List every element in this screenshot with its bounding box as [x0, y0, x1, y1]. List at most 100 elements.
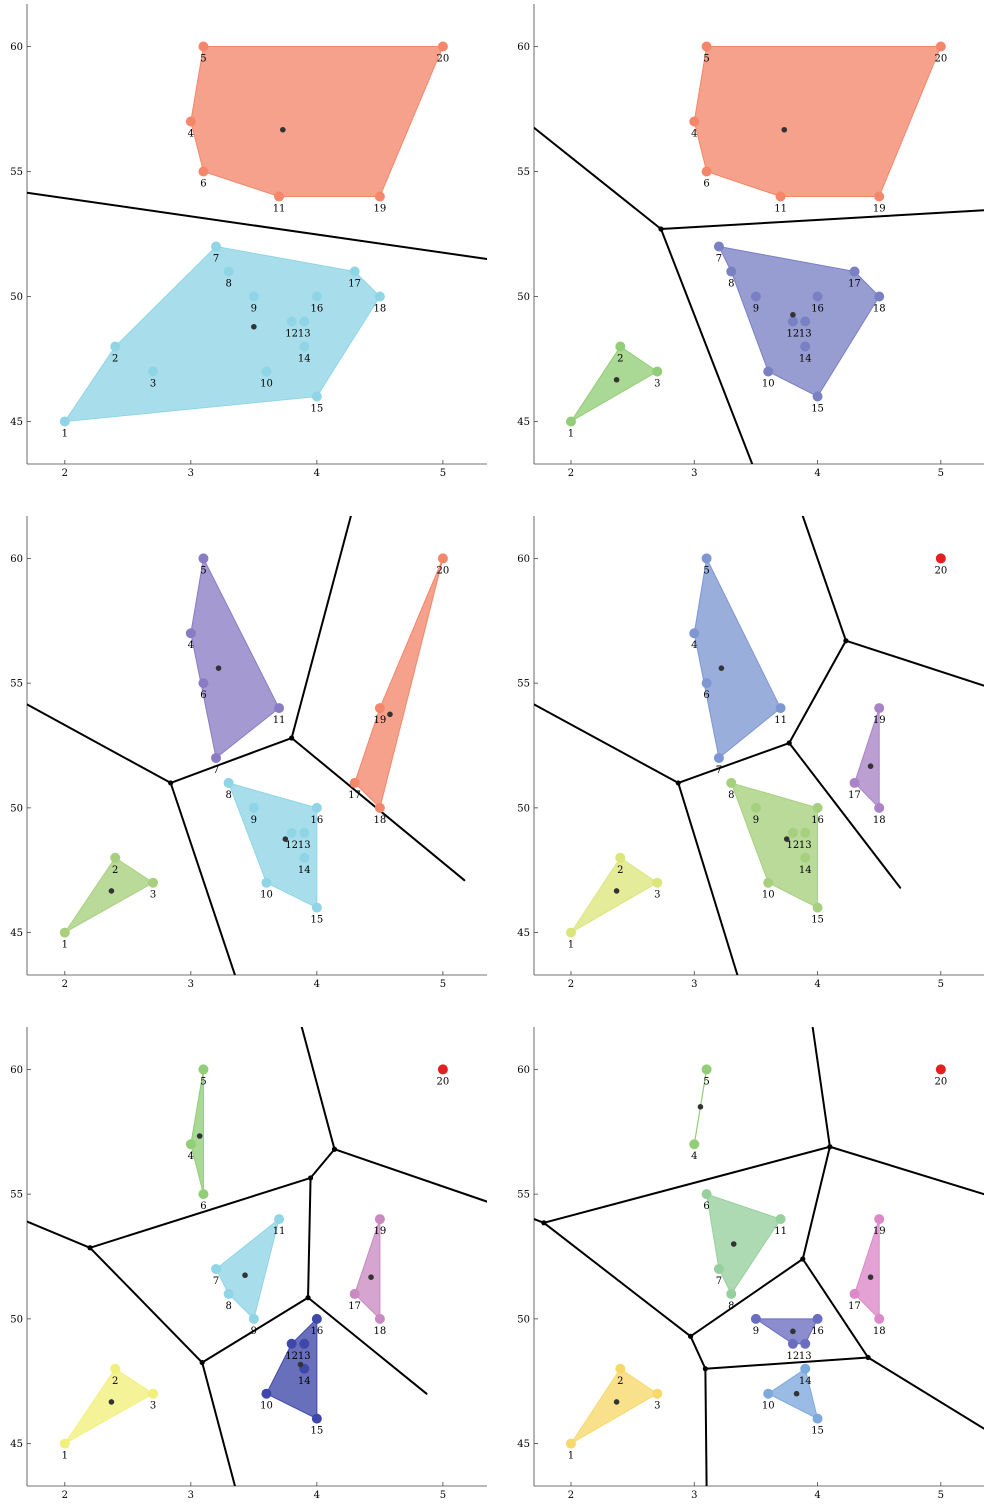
point-label: 10 — [260, 890, 273, 901]
boundary-vertex — [331, 1146, 338, 1152]
point-label: 14 — [298, 1376, 311, 1387]
y-tick-label: 45 — [10, 928, 23, 939]
y-tick-label: 60 — [10, 554, 23, 565]
point-label: 4 — [188, 1151, 194, 1162]
data-point-5 — [701, 41, 712, 52]
data-point-16 — [311, 802, 322, 813]
data-point-20 — [935, 1064, 946, 1075]
boundary-vertex — [702, 1366, 708, 1372]
data-point-9 — [750, 802, 761, 813]
data-point-9 — [248, 291, 259, 302]
point-label: 13 — [799, 329, 812, 340]
point-label: 7 — [716, 765, 722, 776]
data-point-1 — [565, 416, 576, 427]
point-label: 17 — [348, 1301, 361, 1312]
cluster-hulls — [570, 46, 942, 422]
x-tick-label: 3 — [188, 1490, 194, 1501]
point-label: 6 — [703, 690, 709, 701]
y-tick-label: 50 — [10, 1314, 23, 1325]
cluster-centroid — [613, 888, 620, 894]
point-label: 8 — [728, 279, 734, 290]
point-label: 5 — [703, 54, 709, 65]
data-point-16 — [812, 802, 823, 813]
point-label: 18 — [374, 815, 387, 826]
data-point-4 — [185, 1139, 196, 1150]
boundary-edge — [169, 737, 293, 784]
cluster-centroid — [867, 763, 874, 770]
y-tick-label: 45 — [10, 417, 23, 428]
data-point-4 — [689, 1139, 700, 1150]
boundary-edge — [309, 1148, 336, 1179]
data-point-20 — [437, 553, 448, 564]
data-point-2 — [615, 1363, 626, 1374]
x-tick-label: 4 — [814, 1490, 820, 1501]
data-point-13 — [800, 827, 811, 838]
point-label: 5 — [703, 1076, 709, 1087]
point-label: 20 — [437, 1076, 450, 1087]
cluster-centroid — [613, 1399, 620, 1405]
point-label: 12 — [285, 329, 298, 340]
cluster-hull — [767, 1367, 819, 1420]
cluster-hull — [63, 245, 381, 423]
boundary-edge — [333, 1148, 487, 1203]
cluster-hull — [64, 1368, 154, 1445]
boundary-edge — [307, 1296, 428, 1395]
data-point-14 — [800, 341, 811, 352]
data-point-11 — [274, 703, 285, 714]
data-point-16 — [311, 291, 322, 302]
boundary-edge — [704, 1367, 708, 1486]
point-label: 6 — [200, 179, 206, 190]
data-point-13 — [800, 1338, 811, 1349]
cluster-centroid — [215, 665, 222, 671]
data-point-11 — [274, 1214, 285, 1225]
y-tick-label: 60 — [10, 1065, 23, 1076]
point-label: 16 — [811, 815, 824, 826]
point-label: 15 — [811, 1426, 824, 1437]
boundary-edge — [844, 639, 984, 687]
cluster-centroid — [867, 1274, 874, 1281]
cluster-hulls — [570, 1069, 880, 1445]
cluster-centroid — [368, 1274, 374, 1281]
x-tick-label: 3 — [188, 979, 194, 990]
point-label: 11 — [273, 715, 286, 726]
data-point-6 — [198, 1189, 209, 1200]
point-label: 1 — [62, 429, 68, 440]
cluster-hulls — [64, 1069, 381, 1445]
data-point-19 — [374, 1214, 385, 1225]
y-tick-label: 55 — [10, 1190, 23, 1201]
point-label: 2 — [112, 1376, 118, 1387]
data-point-3 — [652, 1388, 663, 1399]
point-label: 1 — [568, 429, 574, 440]
point-label: 7 — [213, 765, 219, 776]
boundary-edge — [307, 1176, 312, 1299]
cluster-hull — [190, 1069, 204, 1195]
boundary-vertex — [687, 1333, 694, 1339]
point-label: 1 — [568, 940, 574, 951]
point-label: 13 — [799, 840, 812, 851]
cluster-hull — [693, 46, 942, 197]
point-label: 6 — [703, 1201, 709, 1212]
data-point-10 — [261, 366, 272, 377]
boundary-vertex — [199, 1359, 205, 1366]
point-label: 7 — [716, 1276, 722, 1287]
x-tick-label: 3 — [691, 468, 697, 479]
point-label: 9 — [753, 1326, 759, 1337]
point-label: 1 — [62, 940, 68, 951]
x-tick-label: 5 — [938, 468, 944, 479]
data-point-17 — [349, 777, 360, 788]
data-point-19 — [874, 191, 885, 202]
boundary-vertex — [675, 780, 681, 786]
point-label: 15 — [310, 915, 323, 926]
cluster-centroid — [297, 1361, 304, 1368]
data-point-7 — [211, 241, 222, 252]
point-label: 11 — [273, 1226, 286, 1237]
data-point-12 — [286, 316, 297, 327]
data-point-18 — [874, 802, 885, 813]
y-tick-label: 45 — [517, 417, 530, 428]
data-point-17 — [349, 1288, 360, 1299]
point-label: 16 — [811, 304, 824, 315]
point-label: 5 — [200, 565, 206, 576]
cluster-centroid — [242, 1272, 248, 1279]
